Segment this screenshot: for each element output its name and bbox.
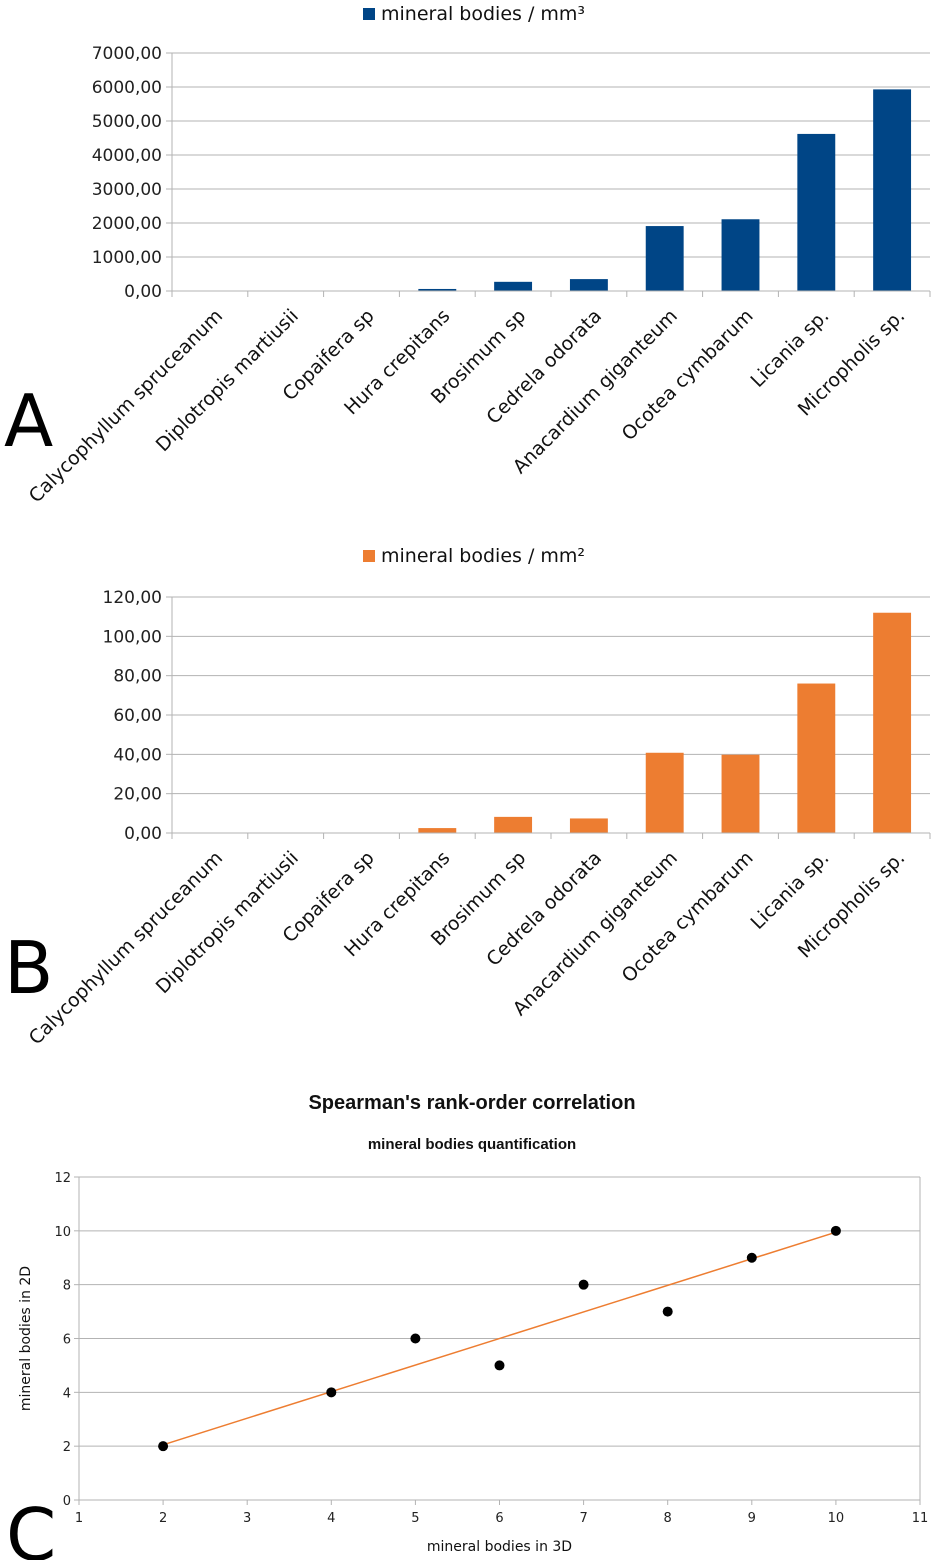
x-axis-label: mineral bodies in 3D xyxy=(427,1539,572,1555)
panel-label-c: C xyxy=(6,1493,56,1560)
bar xyxy=(721,219,760,291)
x-category-label: Ocotea cymbarum xyxy=(618,305,758,445)
x-category-label: Diplotropis martiusii xyxy=(152,305,303,456)
x-tick-label: 8 xyxy=(664,1511,672,1526)
bar xyxy=(569,818,608,833)
scatter-point xyxy=(830,1225,841,1236)
legend-swatch xyxy=(363,550,375,562)
bar xyxy=(873,612,912,833)
scatter-point xyxy=(578,1279,589,1290)
y-tick-label: 40,00 xyxy=(113,745,162,765)
bar xyxy=(494,816,533,833)
y-tick-label: 20,00 xyxy=(113,785,162,805)
bar xyxy=(569,279,608,291)
chart-title: Spearman's rank-order correlation xyxy=(308,1092,635,1114)
legend-swatch xyxy=(363,8,375,20)
bar xyxy=(873,89,912,291)
y-tick-label: 80,00 xyxy=(113,667,162,687)
x-tick-label: 1 xyxy=(75,1511,83,1526)
x-tick-label: 11 xyxy=(912,1511,929,1526)
scatter-point xyxy=(410,1333,421,1344)
chart-subtitle: mineral bodies quantification xyxy=(368,1136,576,1153)
trendline xyxy=(162,1231,837,1446)
scatter-point xyxy=(326,1387,337,1398)
panel-label-a: A xyxy=(4,379,53,463)
y-tick-label: 0,00 xyxy=(124,282,162,302)
y-tick-label: 12 xyxy=(54,1171,71,1186)
y-axis-label: mineral bodies in 2D xyxy=(18,1266,34,1411)
x-tick-label: 4 xyxy=(327,1511,335,1526)
bar xyxy=(721,754,760,833)
y-tick-label: 10 xyxy=(54,1225,71,1240)
legend-label: mineral bodies / mm³ xyxy=(381,3,585,25)
y-tick-label: 5000,00 xyxy=(92,112,162,132)
bar xyxy=(645,226,684,291)
chart-c: Spearman's rank-order correlation mineral… xyxy=(18,1092,928,1555)
y-tick-label: 100,00 xyxy=(103,627,162,647)
y-tick-label: 2000,00 xyxy=(92,214,162,234)
y-tick-label: 3000,00 xyxy=(92,180,162,200)
y-tick-label: 1000,00 xyxy=(92,248,162,268)
scatter-point xyxy=(662,1306,673,1317)
scatter-point xyxy=(746,1252,757,1263)
x-tick-label: 10 xyxy=(828,1511,845,1526)
x-tick-label: 5 xyxy=(411,1511,419,1526)
y-tick-label: 0 xyxy=(63,1494,71,1509)
chart-b: 0,0020,0040,0060,0080,00100,00120,00Caly… xyxy=(25,545,931,1049)
y-tick-label: 6 xyxy=(63,1333,71,1348)
y-tick-label: 2 xyxy=(63,1440,71,1455)
y-tick-label: 120,00 xyxy=(103,588,162,608)
bar xyxy=(418,828,457,833)
panel-label-b: B xyxy=(4,926,53,1010)
scatter-point xyxy=(158,1441,169,1452)
y-tick-label: 4 xyxy=(63,1386,71,1401)
chart-a: 0,00 1000,00 2000,00 3000,00 4000,00 5000,00 6… xyxy=(25,3,931,507)
y-tick-label: 4000,00 xyxy=(92,146,162,166)
y-tick-label: 8 xyxy=(63,1279,71,1294)
x-category-label: Diplotropis martiusii xyxy=(152,847,303,998)
y-tick-label: 0,00 xyxy=(124,824,162,844)
bar xyxy=(494,281,533,291)
x-tick-label: 6 xyxy=(495,1511,503,1526)
legend-label: mineral bodies / mm² xyxy=(381,545,585,567)
x-category-label: Ocotea cymbarum xyxy=(618,847,758,987)
bar xyxy=(797,133,836,291)
bar xyxy=(418,288,457,291)
y-tick-label: 60,00 xyxy=(113,706,162,726)
x-tick-label: 2 xyxy=(159,1511,167,1526)
y-tick-label: 7000,00 xyxy=(92,44,162,64)
x-tick-label: 3 xyxy=(243,1511,251,1526)
bar xyxy=(797,683,836,833)
x-tick-label: 7 xyxy=(579,1511,587,1526)
bar xyxy=(645,752,684,833)
y-tick-label: 6000,00 xyxy=(92,78,162,98)
scatter-point xyxy=(494,1360,505,1371)
x-tick-label: 9 xyxy=(748,1511,756,1526)
